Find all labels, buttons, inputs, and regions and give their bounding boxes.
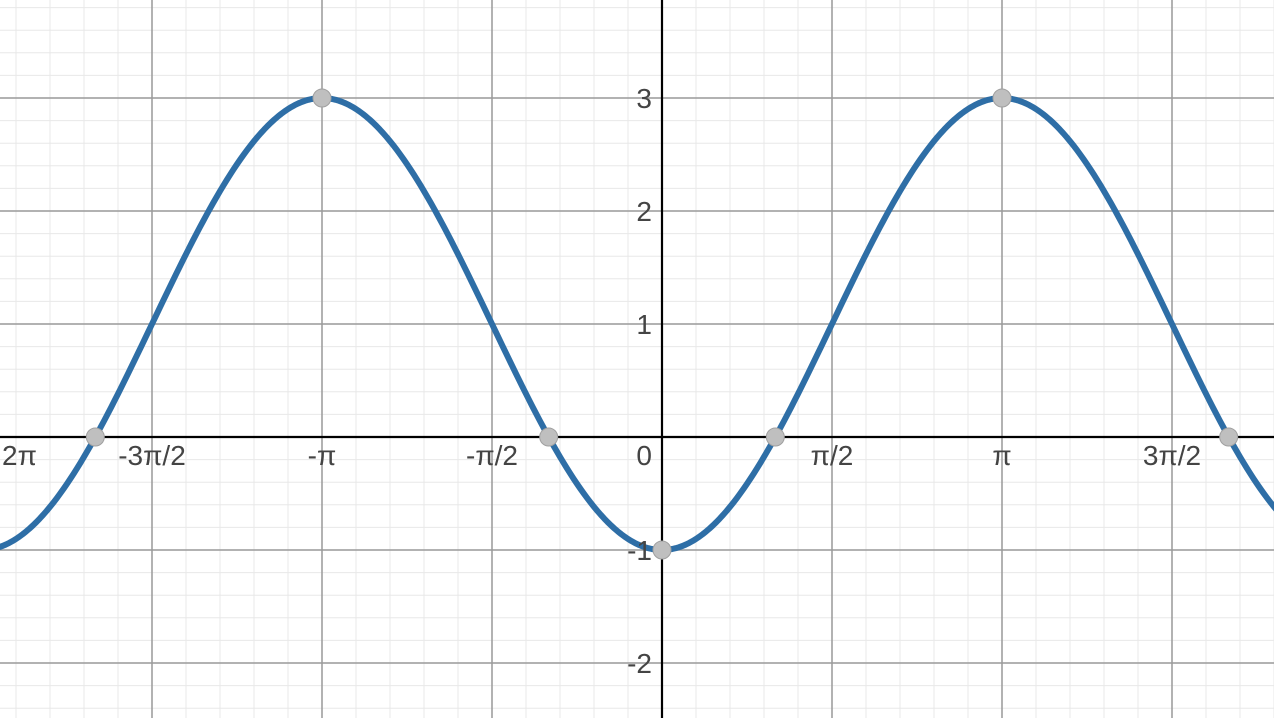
marker-point bbox=[313, 89, 331, 107]
x-tick-label: 2π bbox=[2, 440, 37, 471]
x-tick-label: -3π/2 bbox=[118, 440, 186, 471]
x-tick-label: 0 bbox=[636, 440, 652, 471]
marker-point bbox=[86, 428, 104, 446]
marker-point bbox=[766, 428, 784, 446]
y-tick-label: 3 bbox=[636, 83, 652, 114]
marker-point bbox=[993, 89, 1011, 107]
marker-point bbox=[1220, 428, 1238, 446]
x-tick-label: π bbox=[992, 440, 1011, 471]
x-tick-label: 3π/2 bbox=[1143, 440, 1201, 471]
marker-point bbox=[540, 428, 558, 446]
x-tick-label: π/2 bbox=[811, 440, 854, 471]
x-tick-label: -π/2 bbox=[466, 440, 518, 471]
chart-canvas: 2π -3π/2 -π -π/2 0 π/2 π 3π/2 -2 -1 1 2 3 bbox=[0, 0, 1274, 718]
y-tick-label: 2 bbox=[636, 196, 652, 227]
y-tick-label: -1 bbox=[627, 535, 652, 566]
marker-point bbox=[653, 541, 671, 559]
y-tick-label: 1 bbox=[636, 309, 652, 340]
x-tick-label: -π bbox=[308, 440, 337, 471]
y-tick-label: -2 bbox=[627, 648, 652, 679]
